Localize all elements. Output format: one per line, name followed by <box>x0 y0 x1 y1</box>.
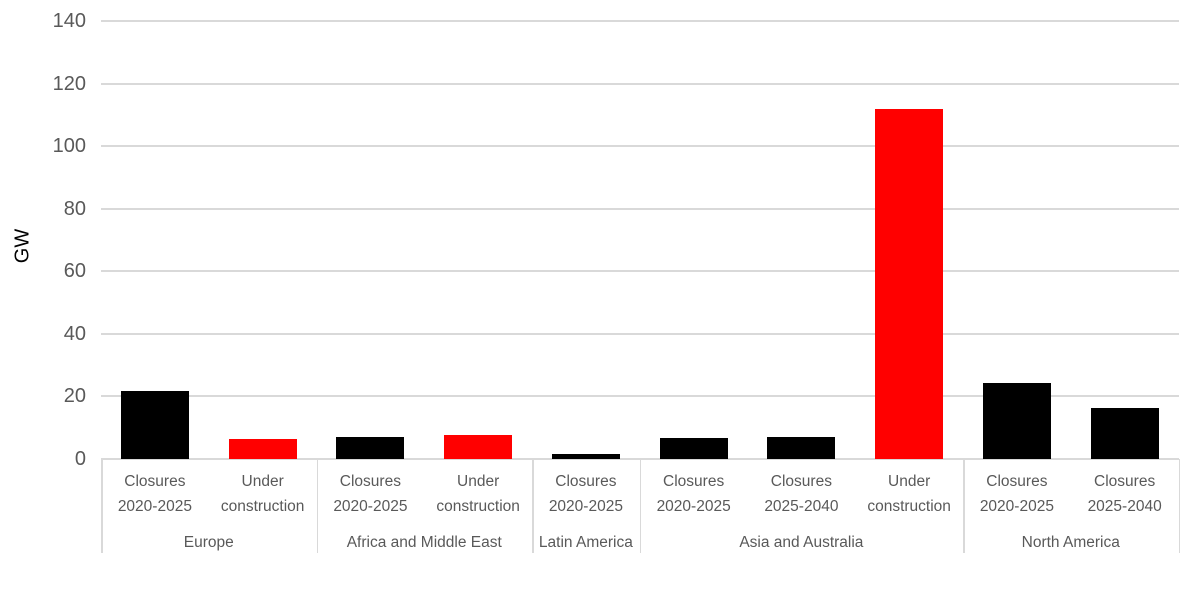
gridline-20 <box>101 395 1179 397</box>
gridline-40 <box>101 332 1179 335</box>
category-label-under-construction: Under construction <box>220 473 305 515</box>
y-tick-label-80: 80 <box>63 197 86 220</box>
y-tick-label-100: 100 <box>52 135 86 157</box>
category-divider-5 <box>1178 458 1180 553</box>
bar-asia-and-australia-closures-2020-2025 <box>659 437 728 459</box>
category-label-closures-2025-2040: Closures 2025-2040 <box>1087 473 1162 515</box>
group-label-africa-and-middle-east: Africa and Middle East <box>346 534 502 551</box>
y-tick-label-20: 20 <box>63 385 86 407</box>
category-label-closures-2020-2025: Closures 2020-2025 <box>117 473 192 515</box>
group-label-asia-and-australia: Asia and Australia <box>739 534 864 551</box>
category-label-closures-2020-2025: Closures 2020-2025 <box>656 473 731 515</box>
category-divider-0 <box>101 458 103 553</box>
bar-africa-and-middle-east-under-construction <box>444 434 513 459</box>
group-label-latin-america: Latin America <box>538 534 633 551</box>
category-label-closures-2020-2025: Closures 2020-2025 <box>548 473 623 515</box>
bar-asia-and-australia-closures-2025-2040 <box>767 436 836 459</box>
bar-latin-america-closures-2020-2025 <box>551 453 620 459</box>
category-label-closures-2020-2025: Closures 2020-2025 <box>333 473 408 515</box>
group-label-europe: Europe <box>183 534 234 551</box>
y-tick-label-0: 0 <box>74 447 86 470</box>
gridline-140 <box>101 20 1179 22</box>
bar-europe-under-construction <box>228 438 297 459</box>
gridline-120 <box>101 82 1179 85</box>
category-label-under-construction: Under construction <box>436 473 520 515</box>
category-divider-2 <box>532 458 534 553</box>
bar-north-america-closures-2020-2025 <box>982 382 1051 459</box>
category-label-closures-2020-2025: Closures 2020-2025 <box>979 473 1054 515</box>
gridline-100 <box>101 145 1179 147</box>
bar-north-america-closures-2025-2040 <box>1090 407 1159 459</box>
y-tick-label-120: 120 <box>52 72 86 95</box>
category-divider-4 <box>963 458 965 553</box>
bar-europe-closures-2020-2025 <box>120 391 189 459</box>
group-label-north-america: North America <box>1021 534 1120 551</box>
gridline-60 <box>101 270 1179 272</box>
bar-asia-and-australia-under-construction <box>875 108 944 459</box>
category-label-closures-2025-2040: Closures 2025-2040 <box>764 473 839 515</box>
gridline-80 <box>101 207 1179 210</box>
y-tick-label-40: 40 <box>63 322 86 345</box>
category-label-under-construction: Under construction <box>867 473 951 515</box>
bar-africa-and-middle-east-closures-2020-2025 <box>336 436 405 459</box>
category-divider-3 <box>639 458 642 553</box>
y-tick-label-60: 60 <box>63 260 86 282</box>
y-tick-label-140: 140 <box>52 10 86 32</box>
category-divider-1 <box>316 458 318 553</box>
